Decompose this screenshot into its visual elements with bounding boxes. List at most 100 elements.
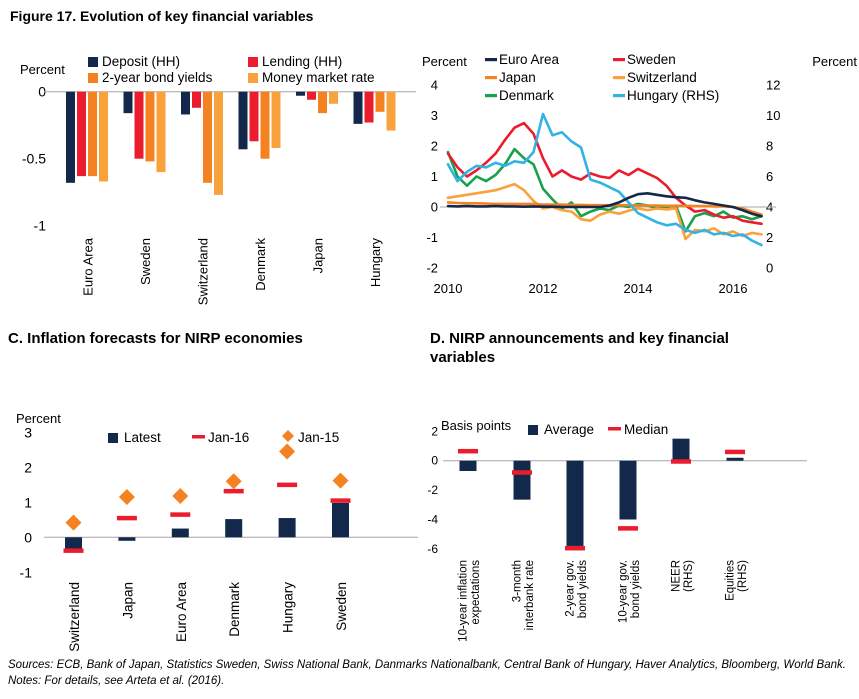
- axis-label-percent-left: Percent: [422, 54, 467, 69]
- tick-label: 0: [24, 529, 32, 545]
- tick-label: 2014: [624, 281, 653, 296]
- tick-label: 0: [431, 454, 438, 468]
- median-dash: [512, 470, 532, 475]
- median-dash: [330, 498, 351, 503]
- axis-label-basis-points: Basis points: [441, 418, 512, 433]
- tick-label: 6: [766, 169, 773, 184]
- legend-swatch: [485, 76, 497, 80]
- legend-item: Median: [608, 422, 668, 437]
- legend-item: Jan-15: [282, 430, 339, 445]
- axis-label-percent-right: Percent: [812, 54, 857, 69]
- panel-d-title: D. NIRP announcements and key financial …: [430, 330, 729, 366]
- category-label: Hungary: [281, 582, 296, 633]
- legend-swatch: [608, 427, 621, 431]
- category-label: 10-year gov.bond yields: [618, 560, 643, 623]
- category-label: Sweden: [138, 238, 153, 285]
- median-dash: [277, 482, 298, 488]
- legend-swatch: [528, 425, 538, 435]
- bar: [171, 528, 189, 538]
- legend-label: Deposit (HH): [102, 54, 180, 69]
- tick-label: -6: [427, 542, 438, 556]
- bar: [566, 460, 584, 546]
- legend-label: Median: [624, 422, 668, 437]
- bar: [353, 91, 363, 124]
- series-line-sweden: [446, 121, 763, 226]
- legend-label: Money market rate: [262, 70, 375, 85]
- bar: [332, 503, 349, 538]
- median-dash: [725, 449, 745, 455]
- diamond-marker: [279, 443, 296, 460]
- tick-label: 2: [431, 139, 438, 154]
- bar: [260, 91, 270, 159]
- legend-label: Sweden: [627, 52, 676, 67]
- bar: [726, 457, 744, 461]
- legend-label: 2-year bond yields: [102, 70, 213, 85]
- tick-label: 2016: [719, 281, 748, 296]
- series-line-denmark: [446, 147, 763, 233]
- panel-a-bar-chart: Percent 0 -0.5 -1 Deposit (HH) Lending (HH) 2-…: [20, 54, 416, 305]
- median-dash: [565, 545, 585, 551]
- tick-label: -2: [427, 483, 438, 497]
- category-label: Sweden: [334, 582, 349, 631]
- median-dash: [618, 526, 638, 531]
- category-label: Denmark: [227, 582, 242, 637]
- bar: [459, 460, 477, 471]
- tick-label: 3: [24, 424, 32, 440]
- bar: [123, 91, 133, 114]
- bar: [318, 91, 327, 114]
- bar: [364, 91, 374, 123]
- legend-swatch: [613, 94, 625, 98]
- median-dash: [170, 512, 191, 517]
- bar: [249, 91, 259, 142]
- legend-item: Switzerland: [613, 70, 697, 85]
- bar: [513, 460, 531, 500]
- tick-label: -1: [426, 230, 438, 245]
- panel-c-title: C. Inflation forecasts for NIRP economie…: [8, 330, 303, 347]
- bar: [278, 518, 296, 538]
- legend-item: Money market rate: [248, 70, 375, 85]
- legend-label: Japan: [499, 70, 536, 85]
- legend-swatch: [282, 430, 294, 442]
- bar: [329, 91, 338, 104]
- bar: [386, 91, 396, 131]
- bar: [77, 91, 86, 177]
- tick-label: 8: [766, 139, 773, 154]
- category-label: 2-year gov.bond yields: [565, 560, 590, 618]
- legend-item: Sweden: [613, 52, 676, 67]
- tick-label: 2: [766, 230, 773, 245]
- bar: [66, 91, 75, 183]
- category-label: Denmark: [253, 238, 268, 291]
- legend-swatch: [88, 57, 98, 67]
- median-dash: [223, 488, 244, 494]
- median-dash: [671, 459, 691, 464]
- tick-label: 1: [431, 169, 438, 184]
- bar: [296, 91, 305, 96]
- source-note: Sources: ECB, Bank of Japan, Statistics …: [8, 659, 846, 687]
- legend-item: Jan-16: [192, 430, 249, 445]
- series-line-hungary-rhs-: [446, 112, 763, 247]
- diamond-marker: [332, 472, 349, 489]
- legend-item: Lending (HH): [248, 54, 342, 69]
- tick-label: 10: [766, 108, 780, 123]
- median-dash: [458, 448, 478, 454]
- legend-swatch: [88, 73, 98, 83]
- legend-swatch: [613, 58, 625, 62]
- legend-label: Lending (HH): [262, 54, 342, 69]
- category-label: Switzerland: [196, 238, 211, 305]
- tick-label: 0: [431, 200, 438, 215]
- tick-label: 4: [431, 78, 438, 93]
- bar: [118, 537, 136, 541]
- tick-label: -2: [426, 261, 438, 276]
- tick-label: -0.5: [22, 151, 46, 167]
- legend-swatch: [613, 76, 625, 80]
- legend-item: Average: [528, 422, 594, 437]
- bar: [156, 91, 166, 173]
- legend-swatch: [192, 435, 205, 439]
- category-label: Hungary: [368, 238, 383, 288]
- legend-item: 2-year bond yields: [88, 70, 213, 85]
- axis-label-percent: Percent: [20, 62, 65, 77]
